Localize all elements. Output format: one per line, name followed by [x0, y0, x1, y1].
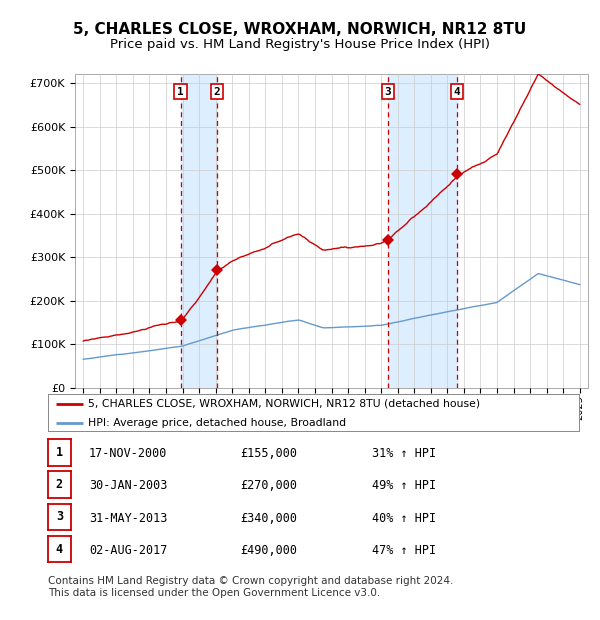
- Text: Contains HM Land Registry data © Crown copyright and database right 2024.
This d: Contains HM Land Registry data © Crown c…: [48, 576, 454, 598]
- Text: 49% ↑ HPI: 49% ↑ HPI: [372, 479, 436, 492]
- Text: 2: 2: [214, 87, 220, 97]
- Text: 4: 4: [454, 87, 460, 97]
- Text: £270,000: £270,000: [240, 479, 297, 492]
- Text: 3: 3: [385, 87, 391, 97]
- Text: 5, CHARLES CLOSE, WROXHAM, NORWICH, NR12 8TU: 5, CHARLES CLOSE, WROXHAM, NORWICH, NR12…: [73, 22, 527, 37]
- Text: 30-JAN-2003: 30-JAN-2003: [89, 479, 167, 492]
- Text: £490,000: £490,000: [240, 544, 297, 557]
- Bar: [388, 74, 457, 388]
- Text: 31% ↑ HPI: 31% ↑ HPI: [372, 447, 436, 460]
- Text: HPI: Average price, detached house, Broadland: HPI: Average price, detached house, Broa…: [88, 418, 346, 428]
- Text: 1: 1: [177, 87, 184, 97]
- Text: 31-MAY-2013: 31-MAY-2013: [89, 512, 167, 525]
- Text: 4: 4: [56, 542, 63, 556]
- Text: £340,000: £340,000: [240, 512, 297, 525]
- Text: 02-AUG-2017: 02-AUG-2017: [89, 544, 167, 557]
- Text: 2: 2: [56, 478, 63, 491]
- Text: 17-NOV-2000: 17-NOV-2000: [89, 447, 167, 460]
- Text: 3: 3: [56, 510, 63, 523]
- Bar: [181, 74, 217, 388]
- Text: 1: 1: [56, 446, 63, 459]
- Text: 47% ↑ HPI: 47% ↑ HPI: [372, 544, 436, 557]
- Text: 40% ↑ HPI: 40% ↑ HPI: [372, 512, 436, 525]
- Text: 5, CHARLES CLOSE, WROXHAM, NORWICH, NR12 8TU (detached house): 5, CHARLES CLOSE, WROXHAM, NORWICH, NR12…: [88, 399, 480, 409]
- Text: Price paid vs. HM Land Registry's House Price Index (HPI): Price paid vs. HM Land Registry's House …: [110, 38, 490, 51]
- Text: £155,000: £155,000: [240, 447, 297, 460]
